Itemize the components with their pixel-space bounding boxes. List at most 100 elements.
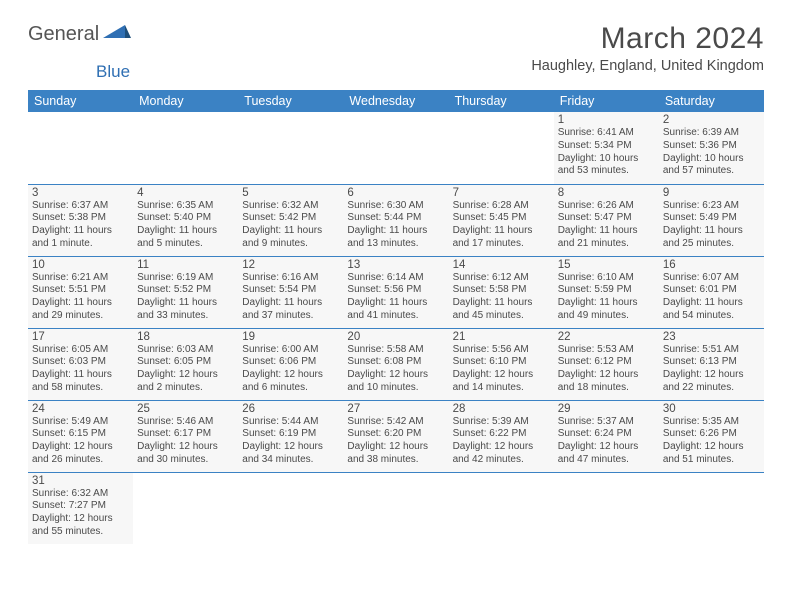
day-number: 24 [32,403,129,415]
day-number: 1 [558,114,655,126]
day-number: 2 [663,114,760,126]
day-cell [133,112,238,184]
day-number: 18 [137,331,234,343]
day-info: Sunrise: 6:21 AMSunset: 5:51 PMDaylight:… [32,272,129,323]
day-info: Sunrise: 5:42 AMSunset: 6:20 PMDaylight:… [347,416,444,467]
day-info: Sunrise: 6:16 AMSunset: 5:54 PMDaylight:… [242,272,339,323]
day-cell: 10Sunrise: 6:21 AMSunset: 5:51 PMDayligh… [28,256,133,328]
day-cell: 18Sunrise: 6:03 AMSunset: 6:05 PMDayligh… [133,328,238,400]
day-cell: 14Sunrise: 6:12 AMSunset: 5:58 PMDayligh… [449,256,554,328]
day-info: Sunrise: 6:37 AMSunset: 5:38 PMDaylight:… [32,200,129,251]
logo-text-1: General [28,23,99,46]
day-info: Sunrise: 5:46 AMSunset: 6:17 PMDaylight:… [137,416,234,467]
day-number: 26 [242,403,339,415]
day-info: Sunrise: 6:05 AMSunset: 6:03 PMDaylight:… [32,344,129,395]
day-cell: 30Sunrise: 5:35 AMSunset: 6:26 PMDayligh… [659,400,764,472]
day-info: Sunrise: 6:30 AMSunset: 5:44 PMDaylight:… [347,200,444,251]
day-cell: 13Sunrise: 6:14 AMSunset: 5:56 PMDayligh… [343,256,448,328]
dow-sun: Sunday [28,90,133,112]
day-cell: 16Sunrise: 6:07 AMSunset: 6:01 PMDayligh… [659,256,764,328]
day-number: 17 [32,331,129,343]
day-info: Sunrise: 6:14 AMSunset: 5:56 PMDaylight:… [347,272,444,323]
day-info: Sunrise: 6:32 AMSunset: 5:42 PMDaylight:… [242,200,339,251]
day-number: 3 [32,187,129,199]
week-row: 24Sunrise: 5:49 AMSunset: 6:15 PMDayligh… [28,400,764,472]
logo-icon [103,22,131,40]
week-row: 10Sunrise: 6:21 AMSunset: 5:51 PMDayligh… [28,256,764,328]
day-number: 22 [558,331,655,343]
day-cell: 8Sunrise: 6:26 AMSunset: 5:47 PMDaylight… [554,184,659,256]
day-cell: 17Sunrise: 6:05 AMSunset: 6:03 PMDayligh… [28,328,133,400]
day-info: Sunrise: 6:28 AMSunset: 5:45 PMDaylight:… [453,200,550,251]
logo: General [28,22,131,46]
day-number: 10 [32,259,129,271]
day-info: Sunrise: 5:37 AMSunset: 6:24 PMDaylight:… [558,416,655,467]
day-info: Sunrise: 6:19 AMSunset: 5:52 PMDaylight:… [137,272,234,323]
dow-fri: Friday [554,90,659,112]
day-cell [28,112,133,184]
day-cell: 7Sunrise: 6:28 AMSunset: 5:45 PMDaylight… [449,184,554,256]
day-cell: 2Sunrise: 6:39 AMSunset: 5:36 PMDaylight… [659,112,764,184]
day-cell: 19Sunrise: 6:00 AMSunset: 6:06 PMDayligh… [238,328,343,400]
day-info: Sunrise: 6:41 AMSunset: 5:34 PMDaylight:… [558,127,655,178]
day-info: Sunrise: 6:10 AMSunset: 5:59 PMDaylight:… [558,272,655,323]
day-cell: 27Sunrise: 5:42 AMSunset: 6:20 PMDayligh… [343,400,448,472]
day-number: 9 [663,187,760,199]
day-info: Sunrise: 6:35 AMSunset: 5:40 PMDaylight:… [137,200,234,251]
week-row: 3Sunrise: 6:37 AMSunset: 5:38 PMDaylight… [28,184,764,256]
day-number: 4 [137,187,234,199]
day-cell: 6Sunrise: 6:30 AMSunset: 5:44 PMDaylight… [343,184,448,256]
day-info: Sunrise: 5:35 AMSunset: 6:26 PMDaylight:… [663,416,760,467]
dow-thu: Thursday [449,90,554,112]
day-cell: 25Sunrise: 5:46 AMSunset: 6:17 PMDayligh… [133,400,238,472]
week-row: 17Sunrise: 6:05 AMSunset: 6:03 PMDayligh… [28,328,764,400]
day-info: Sunrise: 6:26 AMSunset: 5:47 PMDaylight:… [558,200,655,251]
day-cell: 3Sunrise: 6:37 AMSunset: 5:38 PMDaylight… [28,184,133,256]
day-number: 8 [558,187,655,199]
day-cell [449,112,554,184]
day-number: 14 [453,259,550,271]
day-number: 29 [558,403,655,415]
day-number: 5 [242,187,339,199]
week-row: 1Sunrise: 6:41 AMSunset: 5:34 PMDaylight… [28,112,764,184]
day-cell: 12Sunrise: 6:16 AMSunset: 5:54 PMDayligh… [238,256,343,328]
week-row: 31Sunrise: 6:32 AMSunset: 7:27 PMDayligh… [28,472,764,544]
day-number: 13 [347,259,444,271]
day-info: Sunrise: 6:39 AMSunset: 5:36 PMDaylight:… [663,127,760,178]
day-info: Sunrise: 5:49 AMSunset: 6:15 PMDaylight:… [32,416,129,467]
day-cell: 20Sunrise: 5:58 AMSunset: 6:08 PMDayligh… [343,328,448,400]
day-cell: 9Sunrise: 6:23 AMSunset: 5:49 PMDaylight… [659,184,764,256]
dow-mon: Monday [133,90,238,112]
day-info: Sunrise: 5:51 AMSunset: 6:13 PMDaylight:… [663,344,760,395]
day-cell: 29Sunrise: 5:37 AMSunset: 6:24 PMDayligh… [554,400,659,472]
day-cell: 28Sunrise: 5:39 AMSunset: 6:22 PMDayligh… [449,400,554,472]
day-cell [133,472,238,544]
day-cell: 24Sunrise: 5:49 AMSunset: 6:15 PMDayligh… [28,400,133,472]
day-cell: 15Sunrise: 6:10 AMSunset: 5:59 PMDayligh… [554,256,659,328]
day-info: Sunrise: 5:58 AMSunset: 6:08 PMDaylight:… [347,344,444,395]
day-cell [554,472,659,544]
day-cell [343,472,448,544]
location: Haughley, England, United Kingdom [531,58,764,74]
day-info: Sunrise: 6:12 AMSunset: 5:58 PMDaylight:… [453,272,550,323]
day-number: 28 [453,403,550,415]
day-number: 7 [453,187,550,199]
day-cell: 4Sunrise: 6:35 AMSunset: 5:40 PMDaylight… [133,184,238,256]
day-info: Sunrise: 5:56 AMSunset: 6:10 PMDaylight:… [453,344,550,395]
day-info: Sunrise: 5:44 AMSunset: 6:19 PMDaylight:… [242,416,339,467]
day-number: 31 [32,475,129,487]
dow-row: Sunday Monday Tuesday Wednesday Thursday… [28,90,764,112]
day-info: Sunrise: 6:23 AMSunset: 5:49 PMDaylight:… [663,200,760,251]
day-number: 21 [453,331,550,343]
day-info: Sunrise: 6:03 AMSunset: 6:05 PMDaylight:… [137,344,234,395]
month-title: March 2024 [531,22,764,56]
dow-wed: Wednesday [343,90,448,112]
day-info: Sunrise: 5:53 AMSunset: 6:12 PMDaylight:… [558,344,655,395]
day-cell: 26Sunrise: 5:44 AMSunset: 6:19 PMDayligh… [238,400,343,472]
day-number: 19 [242,331,339,343]
day-info: Sunrise: 6:07 AMSunset: 6:01 PMDaylight:… [663,272,760,323]
dow-tue: Tuesday [238,90,343,112]
day-number: 25 [137,403,234,415]
day-cell: 1Sunrise: 6:41 AMSunset: 5:34 PMDaylight… [554,112,659,184]
day-number: 27 [347,403,444,415]
